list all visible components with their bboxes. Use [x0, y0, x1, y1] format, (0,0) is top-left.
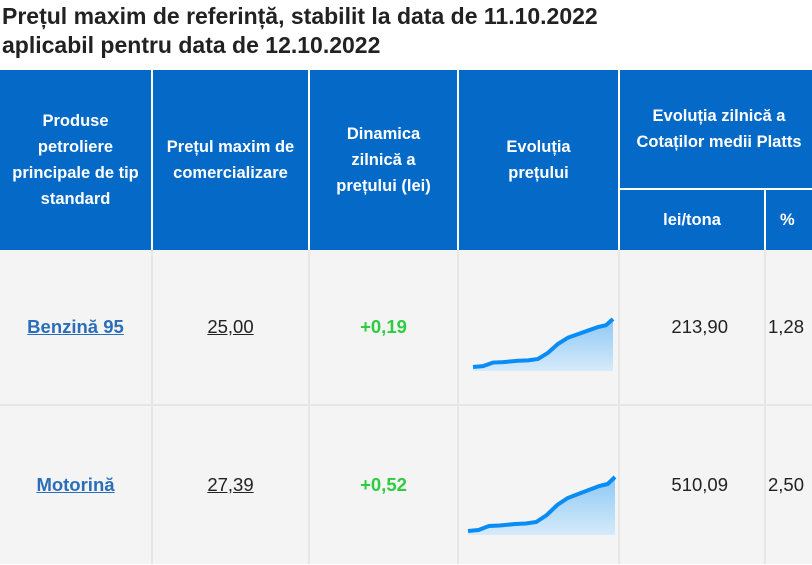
page-title: Prețul maxim de referință, stabilit la d… — [2, 3, 598, 58]
header-platts: Evoluția zilnică a Cotaților medii Platt… — [618, 70, 812, 188]
percent-value: 1,28 — [768, 316, 805, 337]
product-link[interactable]: Benzină 95 — [27, 316, 124, 337]
header-percent: % — [764, 188, 812, 250]
header-max-price: Prețul maxim de comercializare — [151, 70, 308, 250]
sparkline-chart — [472, 317, 615, 371]
dynamic-value: +0,52 — [360, 474, 407, 495]
header-evolution: Evoluția prețului — [457, 70, 618, 250]
sparkline-area — [473, 319, 613, 371]
sparkline-line — [472, 317, 615, 369]
percent-value: 2,50 — [768, 474, 805, 495]
header-product: Produse petroliere principale de tip sta… — [0, 70, 151, 250]
product-link[interactable]: Motorină — [36, 474, 115, 495]
sparkline-area — [468, 477, 615, 535]
lei-tona-value: 213,90 — [671, 316, 728, 337]
lei-tona-value: 510,09 — [671, 474, 728, 495]
header-lei-tona: lei/tona — [618, 188, 764, 250]
price-value: 27,39 — [207, 474, 254, 495]
header-dynamics: Dinamica zilnică a prețului (lei) — [308, 70, 457, 250]
price-value: 25,00 — [207, 316, 254, 337]
sparkline-chart — [467, 475, 617, 535]
dynamic-value: +0,19 — [360, 316, 407, 337]
